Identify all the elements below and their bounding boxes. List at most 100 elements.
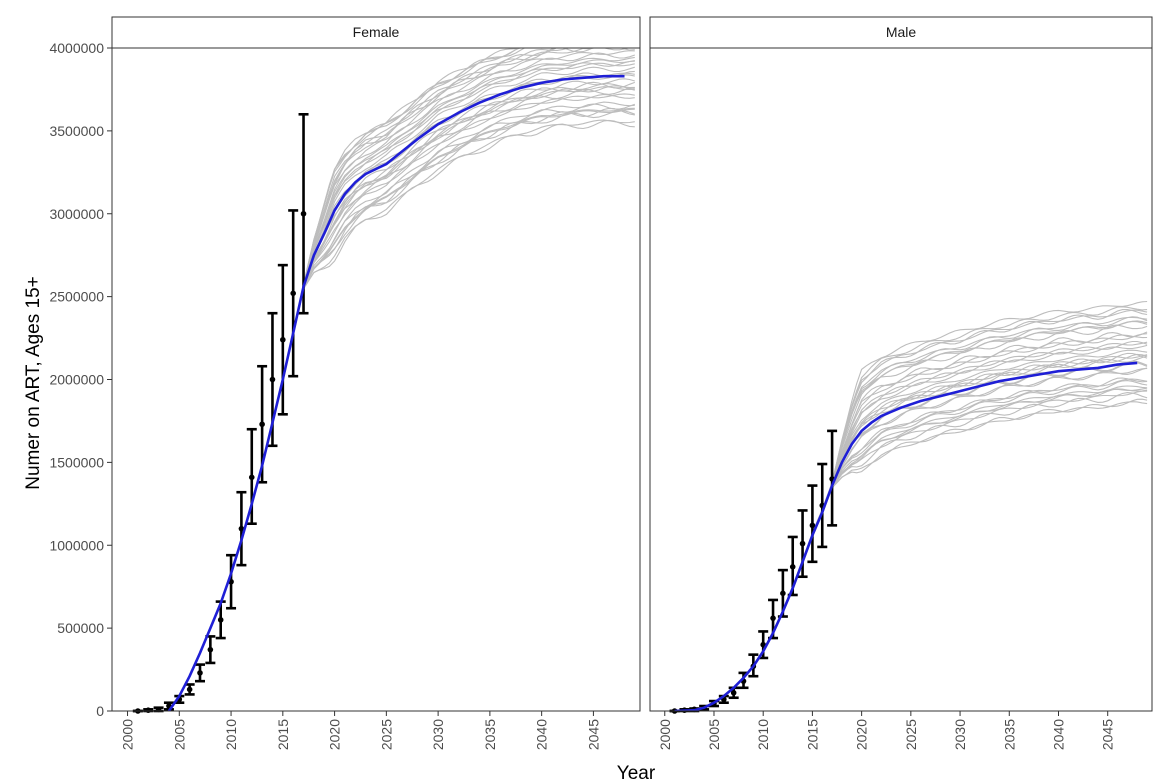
simulation-line	[168, 107, 635, 711]
panel-border	[111, 47, 641, 712]
simulation-line	[674, 377, 1148, 711]
observed-point	[780, 590, 786, 597]
simulation-line	[168, 85, 635, 711]
simulation-line	[674, 331, 1148, 711]
simulation-line	[168, 101, 635, 711]
simulation-line	[674, 401, 1148, 711]
simulation-line	[168, 119, 635, 711]
simulation-line	[168, 59, 635, 711]
panel-female: Female 2000 2005 2010 2015 2020 2025 2030 2035 20…	[49, 16, 641, 750]
observed-point	[789, 563, 796, 570]
simulation-line	[168, 62, 635, 711]
panel-border	[649, 47, 1153, 712]
panel-male: Male 2000 2005 2010 2015 2020 2025 2030 2035 2040…	[649, 16, 1153, 750]
simulation-lines	[674, 300, 1148, 711]
x-tick-label: 2005	[706, 719, 722, 750]
observed-data	[132, 113, 309, 714]
x-tick-label: 2045	[585, 719, 601, 750]
y-tick-label: 4000000	[49, 40, 104, 56]
facet-label: Female	[353, 24, 400, 40]
simulation-line	[168, 50, 635, 711]
x-tick-label: 2020	[854, 719, 870, 750]
simulation-line	[674, 367, 1148, 711]
x-tick-label: 2040	[1050, 719, 1066, 750]
model-mean-line	[674, 361, 1138, 711]
simulation-line	[168, 56, 635, 711]
simulation-line	[674, 361, 1148, 711]
observed-point	[809, 522, 816, 529]
facet-strip	[111, 16, 641, 49]
x-tick-label: 2040	[534, 719, 550, 750]
simulation-line	[674, 388, 1148, 711]
simulation-line	[168, 70, 635, 711]
x-tick-label: 2010	[755, 719, 771, 750]
simulation-line	[168, 48, 521, 711]
x-tick-label: 2030	[952, 719, 968, 750]
x-tick-label: 2045	[1100, 719, 1116, 750]
observed-point	[238, 525, 245, 532]
observed-point	[269, 376, 276, 383]
y-tick-label: 3500000	[49, 123, 104, 139]
facet-strip	[649, 16, 1153, 49]
facet-label: Male	[886, 24, 917, 40]
simulation-line	[674, 385, 1148, 711]
simulation-line	[674, 380, 1148, 711]
simulation-line	[168, 48, 571, 711]
y-tick-label: 0	[96, 703, 104, 719]
observed-point	[730, 689, 737, 696]
x-tick-label: 2015	[275, 719, 291, 750]
simulation-line	[168, 110, 635, 711]
simulation-line	[168, 107, 635, 711]
y-tick-label: 1500000	[49, 454, 104, 470]
x-tick-label: 2010	[223, 719, 239, 750]
simulation-line	[674, 398, 1148, 711]
observed-point	[770, 615, 776, 621]
y-tick-label: 500000	[57, 620, 104, 636]
simulation-line	[674, 316, 1148, 711]
observed-point	[197, 670, 203, 676]
x-tick-label: 2020	[327, 719, 343, 750]
simulation-line	[168, 48, 526, 711]
x-tick-label: 2015	[804, 719, 820, 750]
simulation-line	[168, 81, 635, 711]
observed-point	[186, 686, 193, 693]
observed-point	[248, 474, 255, 481]
simulation-line	[168, 48, 596, 711]
simulation-line	[674, 387, 1148, 711]
y-axis-title: Numer on ART, Ages 15+	[23, 276, 44, 490]
x-tick-label: 2025	[903, 719, 919, 750]
observed-point	[799, 540, 806, 547]
x-tick-label: 2005	[171, 719, 187, 750]
observed-point	[300, 210, 307, 217]
x-tick-label: 2000	[120, 719, 136, 750]
y-tick-label: 2500000	[49, 289, 104, 305]
observed-point	[145, 707, 152, 713]
simulation-line	[168, 78, 635, 711]
y-tick-label: 2000000	[49, 372, 104, 388]
y-tick-label: 1000000	[49, 537, 104, 553]
observed-point	[217, 617, 224, 623]
observed-point	[207, 646, 214, 653]
simulation-line	[674, 333, 1148, 711]
y-tick-label: 3000000	[49, 206, 104, 222]
simulation-line	[168, 108, 635, 711]
simulation-line	[674, 360, 1148, 711]
x-tick-label: 2035	[1001, 719, 1017, 750]
simulation-line	[674, 316, 1148, 711]
observed-data	[669, 429, 838, 714]
x-tick-label: 2025	[378, 719, 394, 750]
x-tick-label: 2035	[482, 719, 498, 750]
observed-point	[259, 421, 265, 428]
simulation-line	[168, 48, 631, 711]
simulation-line	[168, 119, 635, 711]
observed-point	[280, 336, 286, 343]
x-tick-label: 2030	[430, 719, 446, 750]
observed-point	[290, 290, 296, 297]
simulation-lines	[168, 48, 635, 711]
model-mean-line	[167, 74, 625, 711]
simulation-line	[674, 367, 1148, 711]
simulation-line	[674, 392, 1148, 711]
x-tick-label: 2000	[657, 719, 673, 750]
x-axis-title: Year	[617, 763, 656, 781]
